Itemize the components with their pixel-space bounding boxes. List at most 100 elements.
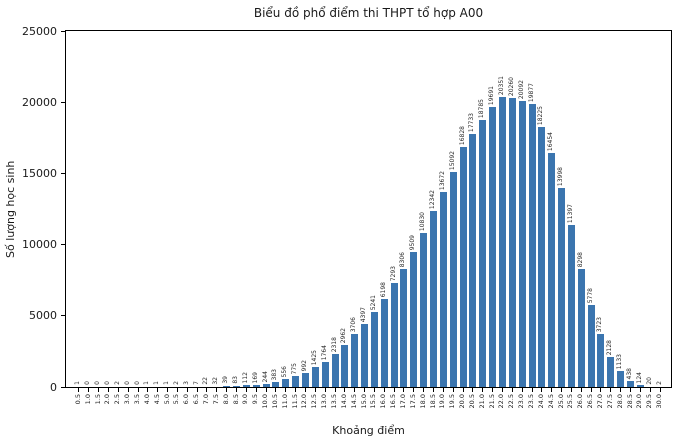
bar-value-label: 2318 — [330, 336, 338, 352]
bar — [292, 376, 300, 387]
bar-value-label: 8306 — [399, 251, 407, 267]
x-tick-mark — [88, 388, 90, 392]
bar-value-label: 3723 — [596, 316, 604, 332]
x-tick-label: 10.0 — [261, 394, 270, 409]
x-tick-label: 0.5 — [73, 394, 82, 405]
x-tick-mark — [157, 388, 159, 392]
bar-value-label: 1 — [153, 381, 161, 385]
x-tick-mark — [226, 388, 228, 392]
x-tick-label: 14.0 — [339, 394, 348, 409]
x-tick-mark — [78, 388, 80, 392]
x-tick-label: 10.5 — [270, 394, 279, 409]
y-tick-mark — [61, 172, 65, 174]
bar-value-label: 3 — [182, 381, 190, 385]
y-tick-mark — [61, 386, 65, 388]
x-tick-mark — [295, 388, 297, 392]
bar-value-label: 19691 — [488, 85, 496, 105]
bar-value-label: 2128 — [606, 339, 614, 355]
x-tick-mark — [511, 388, 513, 392]
x-tick-mark — [255, 388, 257, 392]
x-tick-mark — [265, 388, 267, 392]
bar — [587, 305, 595, 387]
bar — [597, 334, 605, 387]
x-tick-mark — [639, 388, 641, 392]
bar-value-label: 0 — [103, 381, 111, 385]
bar-value-label: 7 — [192, 381, 200, 385]
x-tick-label: 13.5 — [330, 394, 339, 409]
bar — [223, 386, 231, 387]
x-tick-mark — [433, 388, 435, 392]
bar-value-label: 0 — [123, 381, 131, 385]
x-tick-label: 2.0 — [103, 394, 112, 405]
x-tick-label: 20.5 — [467, 394, 476, 409]
bar-value-label: 20092 — [517, 79, 525, 99]
x-tick-label: 24.0 — [536, 394, 545, 409]
x-tick-mark — [630, 388, 632, 392]
x-tick-label: 17.5 — [408, 394, 417, 409]
x-tick-label: 23.0 — [517, 394, 526, 409]
bar — [439, 192, 447, 387]
bar — [370, 312, 378, 387]
x-tick-label: 27.0 — [595, 394, 604, 409]
bar — [479, 120, 487, 387]
y-tick-label: 15000 — [22, 166, 57, 180]
x-tick-label: 16.0 — [379, 394, 388, 409]
bar — [518, 101, 526, 387]
bar-value-label: 1425 — [310, 349, 318, 365]
x-tick-label: 5.0 — [162, 394, 171, 405]
x-tick-mark — [413, 388, 415, 392]
x-tick-mark — [216, 388, 218, 392]
bar — [272, 382, 280, 387]
bar — [489, 107, 497, 387]
bar — [627, 381, 635, 387]
bar-value-label: 12342 — [429, 189, 437, 209]
x-tick-label: 8.0 — [221, 394, 230, 405]
bar — [301, 373, 309, 387]
x-axis-title: Khoảng điểm — [332, 424, 405, 437]
y-tick-label: 10000 — [22, 238, 57, 252]
x-tick-label: 4.0 — [142, 394, 151, 405]
bar-value-label: 5778 — [586, 287, 594, 303]
bar-value-label: 18785 — [478, 98, 486, 118]
x-tick-mark — [334, 388, 336, 392]
bar — [508, 98, 516, 387]
x-tick-mark — [393, 388, 395, 392]
x-tick-label: 9.5 — [251, 394, 260, 405]
x-tick-mark — [570, 388, 572, 392]
bar — [636, 385, 644, 387]
bar-value-label: 16828 — [458, 125, 466, 145]
bar — [331, 354, 339, 387]
bar — [380, 299, 388, 387]
x-tick-label: 27.5 — [605, 394, 614, 409]
y-tick-mark — [61, 101, 65, 103]
x-tick-label: 29.5 — [645, 394, 654, 409]
x-tick-mark — [472, 388, 474, 392]
bar — [262, 384, 270, 387]
bar — [469, 134, 477, 387]
y-tick-mark — [61, 244, 65, 246]
x-tick-mark — [117, 388, 119, 392]
bar-value-label: 20 — [645, 377, 653, 385]
bar — [607, 357, 615, 387]
bar-value-label: 7293 — [389, 265, 397, 281]
x-tick-mark — [423, 388, 425, 392]
x-tick-mark — [314, 388, 316, 392]
y-tick-label: 25000 — [22, 24, 57, 38]
bar-value-label: 15092 — [448, 150, 456, 170]
x-tick-mark — [561, 388, 563, 392]
bar — [341, 345, 349, 387]
bar-value-label: 9509 — [409, 234, 417, 250]
bar-value-label: 775 — [291, 362, 299, 374]
bar — [538, 127, 546, 387]
x-tick-mark — [167, 388, 169, 392]
x-tick-label: 18.0 — [418, 394, 427, 409]
x-tick-mark — [531, 388, 533, 392]
x-tick-mark — [344, 388, 346, 392]
bar-value-label: 13998 — [557, 166, 565, 186]
bar-value-label: 2 — [655, 381, 663, 385]
x-tick-label: 12.5 — [310, 394, 319, 409]
y-tick-mark — [61, 315, 65, 317]
x-tick-label: 18.5 — [428, 394, 437, 409]
x-tick-label: 22.0 — [497, 394, 506, 409]
